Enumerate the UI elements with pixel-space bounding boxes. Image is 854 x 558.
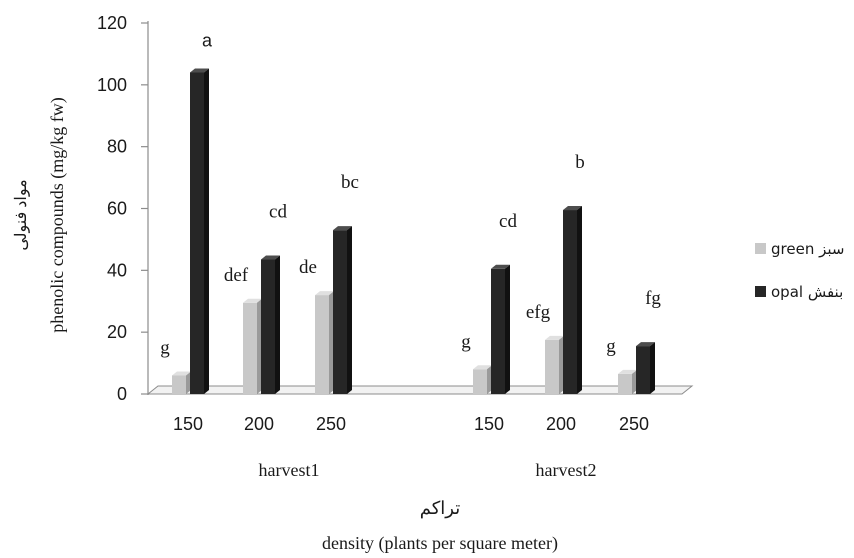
bar-front — [190, 72, 204, 394]
y-axis-title-persian: مواد فنولی — [13, 179, 30, 250]
bar-green-0 — [172, 371, 191, 394]
y-tick-label: 0 — [117, 384, 127, 404]
y-axis-title: phenolic compounds (mg/kg fw) — [47, 97, 68, 332]
x-category-label: 150 — [474, 414, 504, 434]
significance-letters: g def de g efg g a cd bc cd b fg — [160, 30, 661, 358]
significance-letter: de — [299, 257, 317, 278]
x-category-label: 150 — [173, 414, 203, 434]
y-tick-label: 20 — [107, 322, 127, 342]
bar-side — [559, 335, 564, 394]
significance-letter: bc — [341, 172, 359, 193]
significance-letter: g — [606, 336, 616, 357]
y-tick-labels: 0 20 40 60 80 100 120 — [97, 13, 127, 404]
significance-letter: g — [160, 337, 170, 358]
legend-swatch-opal — [755, 286, 766, 297]
bar-top — [545, 335, 564, 340]
bar-top — [473, 365, 492, 370]
bar-front — [545, 339, 559, 394]
x-category-label: 200 — [244, 414, 274, 434]
bar-top — [315, 291, 334, 296]
bar-front — [333, 230, 347, 394]
bar-opal-1 — [261, 255, 280, 394]
significance-letter: cd — [269, 202, 287, 223]
bar-top — [563, 206, 582, 211]
y-tick-label: 100 — [97, 75, 127, 95]
x-category-label: 250 — [619, 414, 649, 434]
significance-letter: fg — [645, 288, 661, 309]
legend: green سبز opal بنفش — [755, 240, 844, 301]
significance-letter: b — [575, 152, 585, 173]
bar-top — [618, 369, 637, 374]
bar-front — [491, 268, 505, 394]
bar-side — [487, 365, 492, 394]
significance-letter: def — [224, 265, 249, 286]
bar-side — [505, 264, 510, 394]
bar-top — [243, 298, 262, 303]
bar-side — [347, 226, 352, 394]
bar-opal-3 — [491, 264, 510, 394]
bar-top — [636, 342, 655, 347]
x-group-label-harvest1: harvest1 — [259, 460, 320, 480]
bar-top — [172, 371, 191, 376]
bar-opal-4 — [563, 206, 582, 394]
significance-letter: cd — [499, 211, 517, 232]
bar-opal-0 — [190, 68, 209, 394]
significance-letter: g — [461, 331, 471, 352]
chart-floor — [146, 385, 694, 395]
bar-front — [563, 210, 577, 394]
legend-label-opal: opal بنفش — [771, 283, 843, 301]
bar-side — [632, 369, 637, 394]
bar-front — [618, 373, 632, 394]
bar-side — [650, 342, 655, 394]
x-axis-title: density (plants per square meter) — [322, 533, 558, 554]
x-axis-title-persian: تراکم — [420, 498, 461, 519]
bar-front — [315, 295, 329, 394]
bar-green-3 — [473, 365, 492, 394]
bar-side — [204, 68, 209, 394]
bar-top — [491, 264, 510, 269]
y-tick-label: 80 — [107, 137, 127, 157]
bar-green-2 — [315, 291, 334, 394]
x-category-label: 250 — [316, 414, 346, 434]
bar-green-5 — [618, 369, 637, 394]
y-tick-label: 40 — [107, 260, 127, 280]
bar-green-1 — [243, 298, 262, 394]
bar-opal-2 — [333, 226, 352, 394]
bar-side — [329, 291, 334, 394]
bar-front — [261, 259, 275, 394]
significance-letter: efg — [526, 302, 551, 323]
bar-side — [186, 371, 191, 394]
bars — [172, 68, 655, 394]
bar-side — [577, 206, 582, 394]
significance-letter: a — [202, 30, 213, 50]
legend-label-green: green سبز — [771, 240, 844, 258]
bar-green-4 — [545, 335, 564, 394]
bar-front — [243, 302, 257, 394]
bar-side — [257, 298, 262, 394]
bar-top — [261, 255, 280, 260]
bar-front — [636, 346, 650, 394]
x-category-label: 200 — [546, 414, 576, 434]
bar-front — [473, 369, 487, 394]
y-tick-label: 120 — [97, 13, 127, 33]
x-group-label-harvest2: harvest2 — [536, 460, 597, 480]
bar-top — [190, 68, 209, 73]
y-tick-label: 60 — [107, 199, 127, 219]
x-category-labels: 150 200 250 150 200 250 — [173, 414, 649, 434]
bar-top — [333, 226, 352, 231]
bar-opal-5 — [636, 342, 655, 394]
bar-side — [275, 255, 280, 394]
bar-front — [172, 375, 186, 394]
legend-swatch-green — [755, 243, 766, 254]
